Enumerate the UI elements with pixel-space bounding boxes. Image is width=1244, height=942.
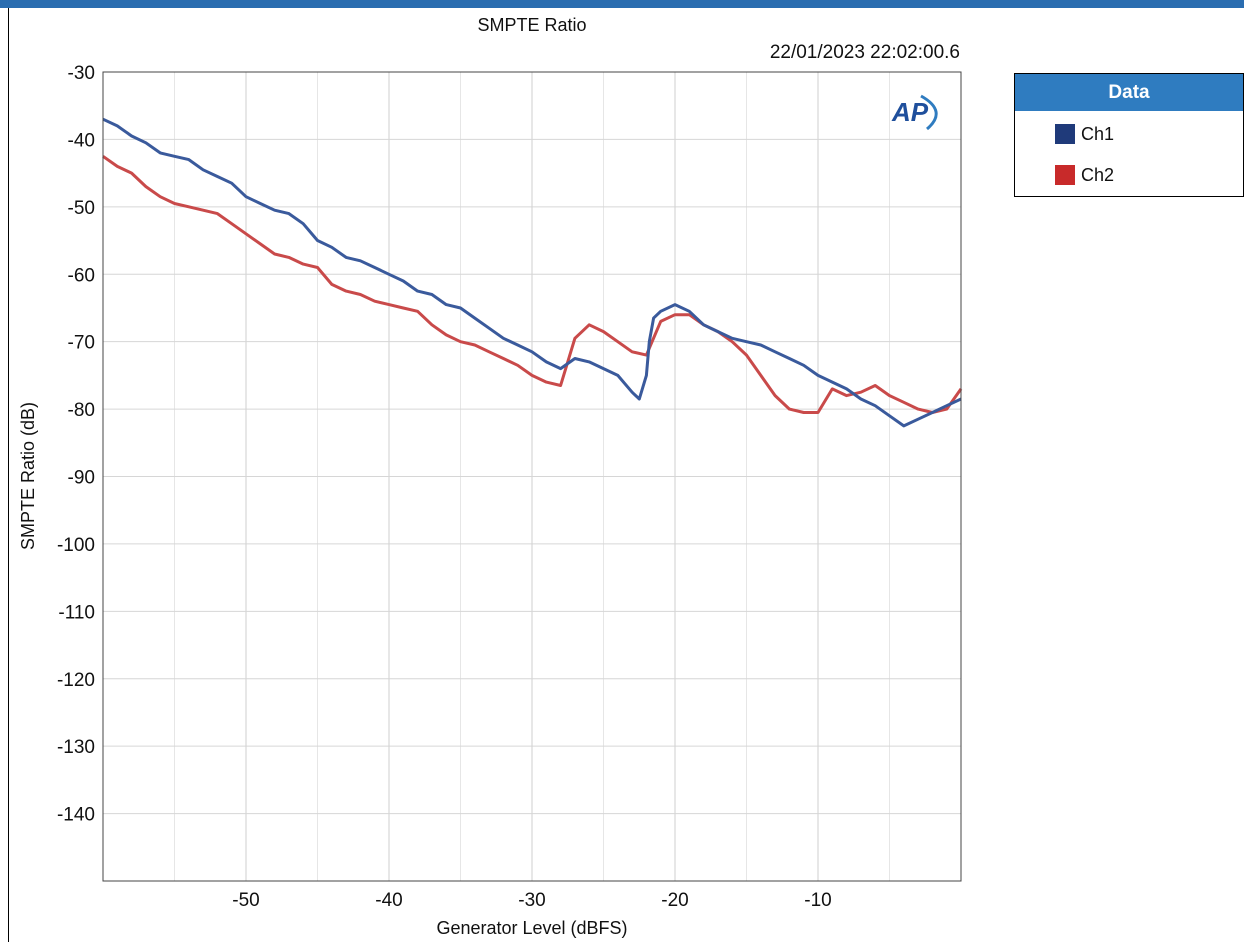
plot-area-frame	[102, 71, 962, 882]
legend-swatch-ch2	[1055, 165, 1075, 185]
ap-logo-icon: AP	[891, 94, 938, 131]
window-top-bar	[0, 0, 1244, 8]
chart-title: SMPTE Ratio	[477, 15, 586, 35]
y-tick-label: -50	[68, 198, 95, 219]
y-tick-label: -110	[58, 602, 95, 623]
legend-box: Data Ch1 Ch2	[1014, 73, 1244, 197]
legend-label-ch2: Ch2	[1081, 164, 1115, 185]
x-tick-label: -50	[232, 890, 259, 911]
x-tick-label: -10	[804, 890, 831, 911]
ap-logo-text: AP	[891, 97, 929, 127]
tick-labels: -50 -40 -30 -20 -10 -30 -40 -50 -60 -70 -80 -90 -100…	[57, 63, 832, 911]
y-axis-label: SMPTE Ratio (dB)	[18, 402, 38, 550]
x-tick-label: -40	[375, 890, 402, 911]
y-tick-label: -40	[68, 130, 95, 151]
y-tick-label: -140	[57, 805, 95, 826]
ap-logo-swoosh	[920, 94, 938, 131]
y-tick-label: -80	[68, 400, 95, 421]
y-tick-label: -100	[57, 535, 95, 556]
legend-label-ch1: Ch1	[1081, 123, 1115, 144]
grid-lines	[103, 72, 961, 881]
x-tick-label: -30	[518, 890, 545, 911]
y-tick-label: -120	[57, 670, 95, 691]
series-line-ch1	[102, 117, 962, 428]
chart-timestamp: 22/01/2023 22:02:00.6	[770, 42, 960, 63]
series-layer	[102, 117, 963, 428]
series-line-ch2	[102, 155, 963, 414]
x-axis-label: Generator Level (dBFS)	[436, 918, 627, 938]
legend-item-ch1[interactable]: Ch1	[1055, 121, 1114, 147]
y-tick-label: -90	[68, 468, 95, 489]
y-tick-label: -30	[68, 63, 95, 84]
y-tick-label: -60	[68, 265, 95, 286]
y-tick-label: -130	[57, 737, 95, 758]
window-left-border	[8, 8, 9, 942]
legend-swatch-ch1	[1055, 124, 1075, 144]
legend-item-ch2[interactable]: Ch2	[1055, 162, 1114, 188]
legend-title: Data	[1015, 74, 1243, 111]
smpte-ratio-chart: SMPTE Ratio 22/01/2023 22:02:00.6 -50 -40…	[18, 15, 963, 938]
x-tick-label: -20	[661, 890, 688, 911]
y-tick-label: -70	[68, 333, 95, 354]
